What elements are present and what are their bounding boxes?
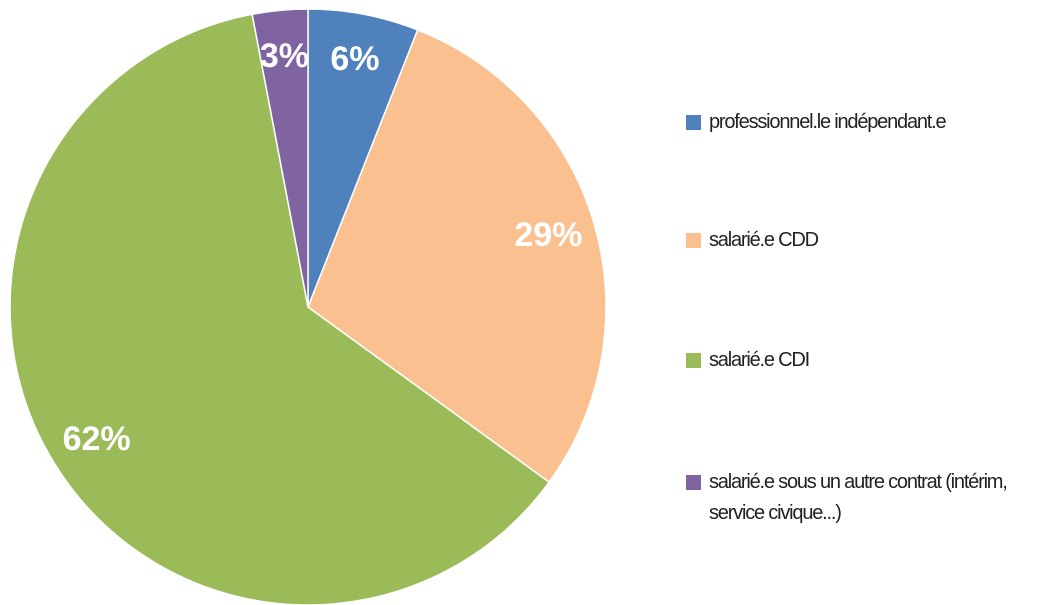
- data-label: 3%: [260, 37, 309, 75]
- legend-label: salarié.e sous un autre contrat (intérim…: [709, 471, 1008, 524]
- legend-swatch: [686, 353, 701, 368]
- data-label: 62%: [63, 420, 131, 458]
- pie-slice: [251, 8, 309, 308]
- data-label: 6%: [330, 40, 379, 78]
- data-label: 29%: [514, 216, 582, 254]
- legend-entry: salarié.e CDD: [686, 225, 1026, 256]
- legend-entry: salarié.e CDI: [686, 345, 1026, 376]
- legend-swatch: [686, 475, 701, 490]
- legend-label: salarié.e CDI: [709, 349, 810, 371]
- legend-swatch: [686, 233, 701, 248]
- legend-entry: salarié.e sous un autre contrat (intérim…: [686, 467, 1026, 529]
- legend-swatch: [686, 115, 701, 130]
- pie-slice: [307, 28, 607, 484]
- legend-label: salarié.e CDD: [709, 229, 819, 251]
- legend-entry: professionnel.le indépendant.e: [686, 107, 1026, 138]
- legend-label: professionnel.le indépendant.e: [709, 111, 947, 133]
- pie-slice: [9, 13, 551, 605]
